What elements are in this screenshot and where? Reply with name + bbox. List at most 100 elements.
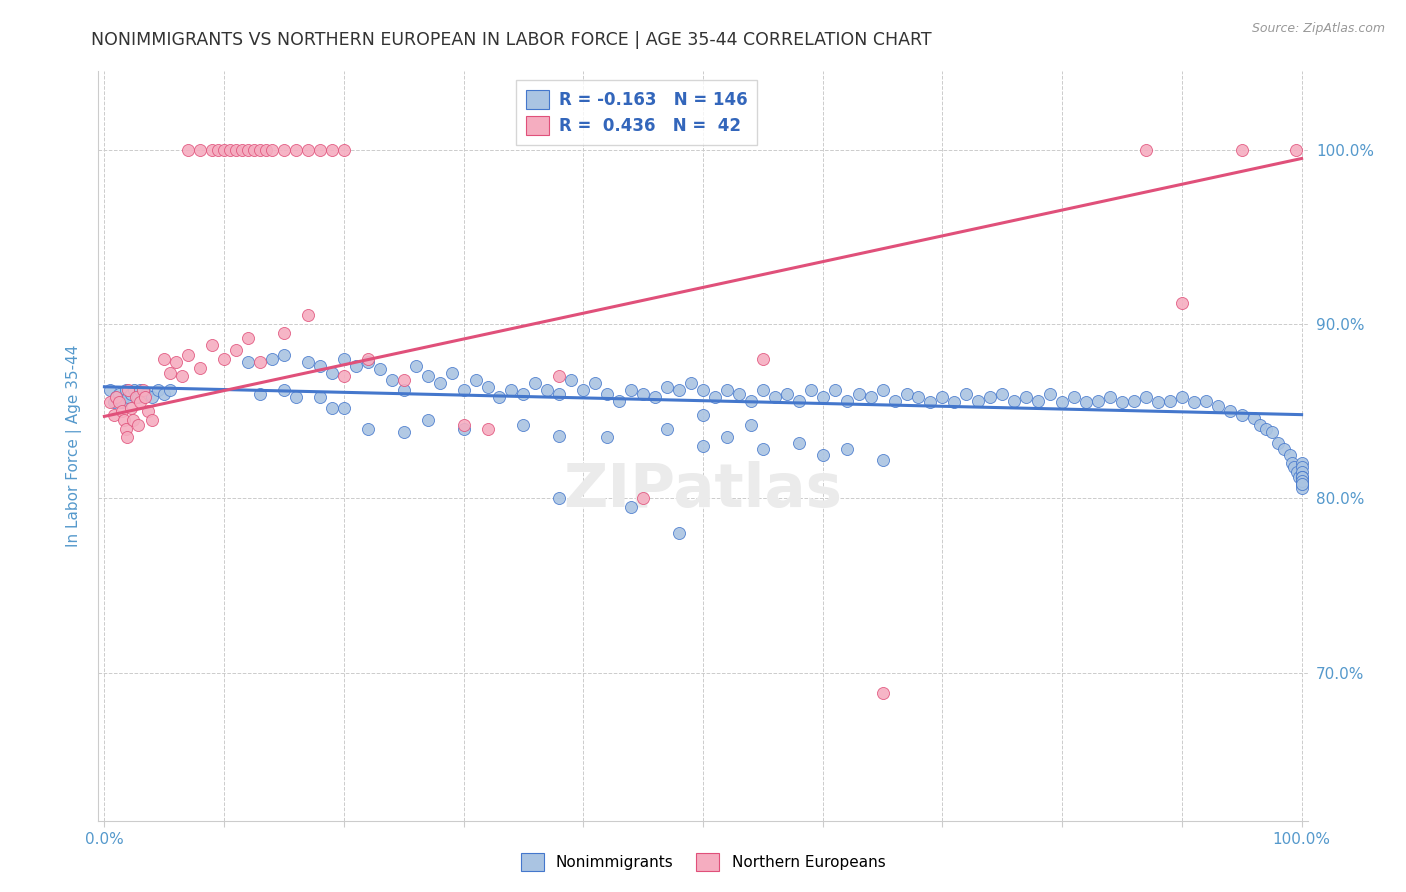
Point <box>548 386 571 401</box>
Point <box>273 348 295 362</box>
Point <box>1087 393 1109 408</box>
Point <box>405 359 427 373</box>
Point <box>1291 470 1313 484</box>
Point <box>955 386 977 401</box>
Point <box>212 351 235 366</box>
Point <box>141 413 163 427</box>
Point <box>872 383 894 397</box>
Point <box>120 386 142 401</box>
Point <box>1291 470 1313 484</box>
Point <box>117 383 139 397</box>
Point <box>225 143 247 157</box>
Text: ZIPatlas: ZIPatlas <box>564 461 842 520</box>
Point <box>763 390 786 404</box>
Point <box>1267 435 1289 450</box>
Point <box>596 430 619 444</box>
Point <box>1063 390 1085 404</box>
Point <box>800 383 823 397</box>
Point <box>122 413 145 427</box>
Point <box>848 386 870 401</box>
Point <box>728 386 751 401</box>
Point <box>1260 425 1282 439</box>
Point <box>752 351 775 366</box>
Point <box>103 395 125 409</box>
Point <box>309 143 332 157</box>
Point <box>512 418 534 433</box>
Point <box>931 390 953 404</box>
Y-axis label: In Labor Force | Age 35-44: In Labor Force | Age 35-44 <box>66 345 82 547</box>
Point <box>297 143 319 157</box>
Point <box>692 439 714 453</box>
Point <box>896 386 918 401</box>
Point <box>129 395 152 409</box>
Point <box>321 143 343 157</box>
Point <box>668 526 690 541</box>
Point <box>991 386 1014 401</box>
Point <box>333 369 356 384</box>
Point <box>1099 390 1122 404</box>
Point <box>1195 393 1218 408</box>
Point <box>177 143 200 157</box>
Point <box>129 383 152 397</box>
Point <box>1111 395 1133 409</box>
Point <box>872 453 894 467</box>
Point <box>1281 457 1303 471</box>
Point <box>548 369 571 384</box>
Point <box>333 401 356 415</box>
Point <box>716 430 738 444</box>
Point <box>321 401 343 415</box>
Point <box>1230 143 1253 157</box>
Point <box>1074 395 1097 409</box>
Point <box>1291 477 1313 491</box>
Point <box>548 491 571 506</box>
Point <box>1291 465 1313 479</box>
Point <box>872 686 894 700</box>
Point <box>115 421 138 435</box>
Point <box>111 395 134 409</box>
Point <box>620 383 643 397</box>
Point <box>260 143 283 157</box>
Point <box>453 418 475 433</box>
Point <box>392 383 415 397</box>
Point <box>112 413 135 427</box>
Point <box>249 386 271 401</box>
Point <box>979 390 1001 404</box>
Point <box>357 355 380 369</box>
Point <box>159 383 181 397</box>
Legend: Nonimmigrants, Northern Europeans: Nonimmigrants, Northern Europeans <box>515 847 891 877</box>
Point <box>236 331 259 345</box>
Point <box>260 351 283 366</box>
Point <box>201 143 224 157</box>
Point <box>740 393 762 408</box>
Point <box>1015 390 1038 404</box>
Point <box>440 366 463 380</box>
Point <box>631 386 654 401</box>
Point <box>309 390 332 404</box>
Point <box>824 383 846 397</box>
Point <box>273 143 295 157</box>
Point <box>141 390 163 404</box>
Point <box>1291 474 1313 488</box>
Point <box>429 376 451 391</box>
Point <box>284 143 307 157</box>
Point <box>127 418 149 433</box>
Point <box>1284 459 1306 474</box>
Point <box>1291 477 1313 491</box>
Point <box>1050 395 1073 409</box>
Point <box>583 376 606 391</box>
Point <box>188 143 211 157</box>
Point <box>236 143 259 157</box>
Point <box>1291 474 1313 488</box>
Point <box>243 143 266 157</box>
Point <box>1039 386 1062 401</box>
Point <box>1206 399 1229 413</box>
Point <box>165 355 187 369</box>
Point <box>249 355 271 369</box>
Point <box>207 143 229 157</box>
Point <box>392 373 415 387</box>
Point <box>787 435 810 450</box>
Point <box>111 404 134 418</box>
Point <box>560 373 582 387</box>
Point <box>416 369 439 384</box>
Point <box>132 383 155 397</box>
